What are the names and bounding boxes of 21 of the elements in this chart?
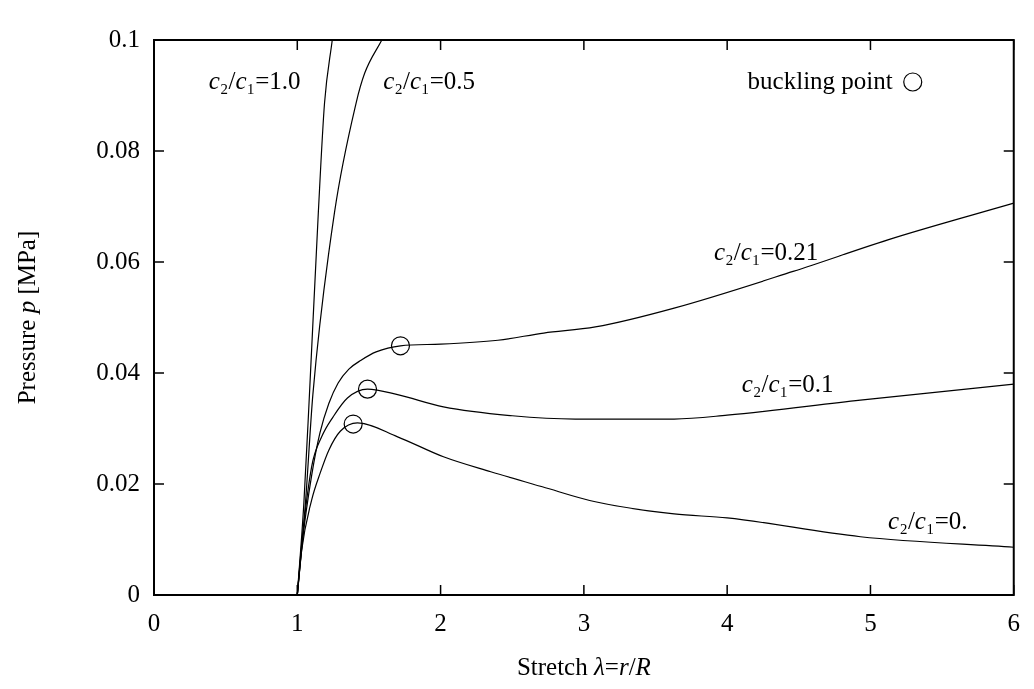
x-tick-label: 6	[1007, 608, 1020, 636]
annotation: c₂/c₁=0.5	[383, 66, 476, 94]
x-tick-label: 3	[577, 608, 591, 636]
annotation: c₂/c₁=1.0	[208, 66, 301, 94]
x-tick-label: 1	[291, 608, 304, 636]
legend-label: buckling point	[747, 66, 893, 94]
x-tick-label: 5	[864, 608, 877, 636]
y-tick-label: 0	[127, 579, 140, 607]
y-tick-label: 0.1	[108, 24, 140, 52]
annotation: c₂/c₁=0.1	[741, 369, 834, 397]
y-tick-label: 0.04	[96, 357, 141, 385]
x-axis-title: Stretch λ=r/R	[516, 652, 651, 680]
annotation: c₂/c₁=0.21	[713, 237, 819, 265]
annotation: c₂/c₁=0.	[888, 507, 968, 535]
y-axis-title: Pressure p [MPa]	[12, 230, 40, 405]
y-tick-label: 0.02	[96, 468, 140, 496]
y-tick-label: 0.08	[96, 135, 140, 163]
x-tick-label: 2	[434, 608, 447, 636]
y-tick-label: 0.06	[96, 246, 140, 274]
x-tick-label: 4	[720, 608, 734, 636]
x-tick-label: 0	[147, 608, 161, 636]
